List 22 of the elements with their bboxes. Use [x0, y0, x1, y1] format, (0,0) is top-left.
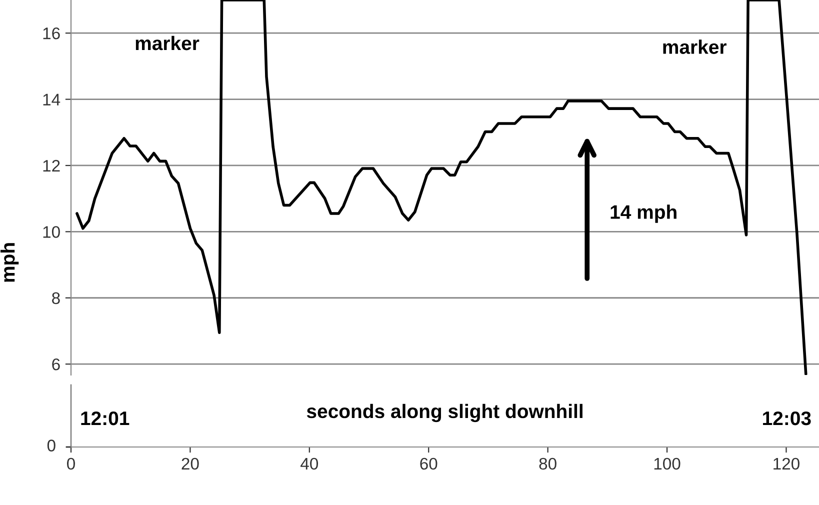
x-tick-label: 100	[654, 458, 680, 470]
y-axis-title: mph	[0, 243, 19, 282]
annotation: marker	[136, 36, 200, 50]
x-tick-label: 80	[539, 458, 556, 470]
text: 0	[47, 440, 56, 452]
y-tick-label: 16	[43, 28, 60, 40]
text: 12:01	[81, 411, 130, 426]
text: 12:03	[763, 411, 811, 426]
y-tick-label: 6	[52, 358, 60, 370]
annotation: marker	[663, 40, 726, 54]
x-axis-title: seconds along slight downhill	[306, 404, 582, 422]
x-tick-label: 60	[420, 458, 438, 470]
x-tick-label: 0	[67, 458, 75, 470]
x-tick-label: 120	[774, 458, 800, 470]
annotation: 14 mph	[610, 204, 676, 223]
y-tick-label: 14	[43, 94, 60, 106]
x-tick-label: 40	[300, 458, 318, 470]
y-tick-label: 12	[43, 160, 60, 172]
x-tick-label: 20	[182, 458, 199, 470]
y-tick-label: 8	[52, 292, 60, 304]
line-series	[76, 0, 808, 375]
y-tick-label: 10	[43, 226, 60, 238]
